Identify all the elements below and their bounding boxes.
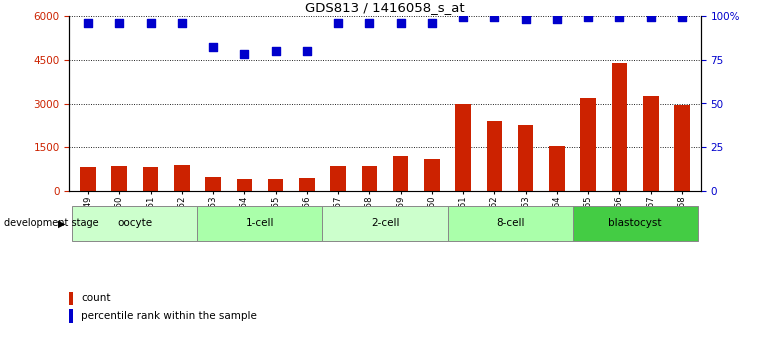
Bar xyxy=(447,206,573,241)
Bar xyxy=(236,179,252,191)
Bar xyxy=(142,167,159,191)
Bar xyxy=(455,105,471,191)
Bar xyxy=(549,146,564,191)
Title: GDS813 / 1416058_s_at: GDS813 / 1416058_s_at xyxy=(305,1,465,14)
Text: percentile rank within the sample: percentile rank within the sample xyxy=(81,311,257,321)
Bar xyxy=(611,63,628,191)
Point xyxy=(301,48,313,53)
Bar xyxy=(268,179,283,191)
Bar xyxy=(518,126,534,191)
Text: count: count xyxy=(81,294,111,303)
Text: 2-cell: 2-cell xyxy=(370,218,400,228)
Point xyxy=(613,14,625,20)
Bar xyxy=(581,98,596,191)
Bar xyxy=(487,121,502,191)
Point xyxy=(270,48,282,53)
Bar xyxy=(72,206,197,241)
Bar xyxy=(573,206,698,241)
Point xyxy=(426,20,438,25)
Bar xyxy=(643,96,658,191)
Point xyxy=(145,20,157,25)
Point xyxy=(207,45,219,50)
Text: blastocyst: blastocyst xyxy=(608,218,661,228)
Bar xyxy=(674,105,690,191)
Point xyxy=(363,20,376,25)
Text: oocyte: oocyte xyxy=(117,218,152,228)
Bar xyxy=(424,159,440,191)
Point xyxy=(551,16,563,22)
Point xyxy=(113,20,126,25)
Text: ▶: ▶ xyxy=(58,218,65,228)
Point xyxy=(457,14,469,20)
Bar xyxy=(112,166,127,191)
Bar xyxy=(206,177,221,191)
Point xyxy=(488,14,500,20)
Bar xyxy=(299,178,315,191)
Point xyxy=(520,16,532,22)
Point xyxy=(238,51,250,57)
Point xyxy=(582,14,594,20)
Point xyxy=(332,20,344,25)
Point xyxy=(394,20,407,25)
Bar xyxy=(197,206,323,241)
Point xyxy=(176,20,188,25)
Bar xyxy=(393,156,408,191)
Bar xyxy=(323,206,447,241)
Text: development stage: development stage xyxy=(4,218,99,228)
Bar xyxy=(362,166,377,191)
Bar xyxy=(80,167,96,191)
Point xyxy=(644,14,657,20)
Bar xyxy=(330,166,346,191)
Text: 8-cell: 8-cell xyxy=(496,218,524,228)
Point xyxy=(676,14,688,20)
Point xyxy=(82,20,94,25)
Bar xyxy=(174,165,189,191)
Text: 1-cell: 1-cell xyxy=(246,218,274,228)
